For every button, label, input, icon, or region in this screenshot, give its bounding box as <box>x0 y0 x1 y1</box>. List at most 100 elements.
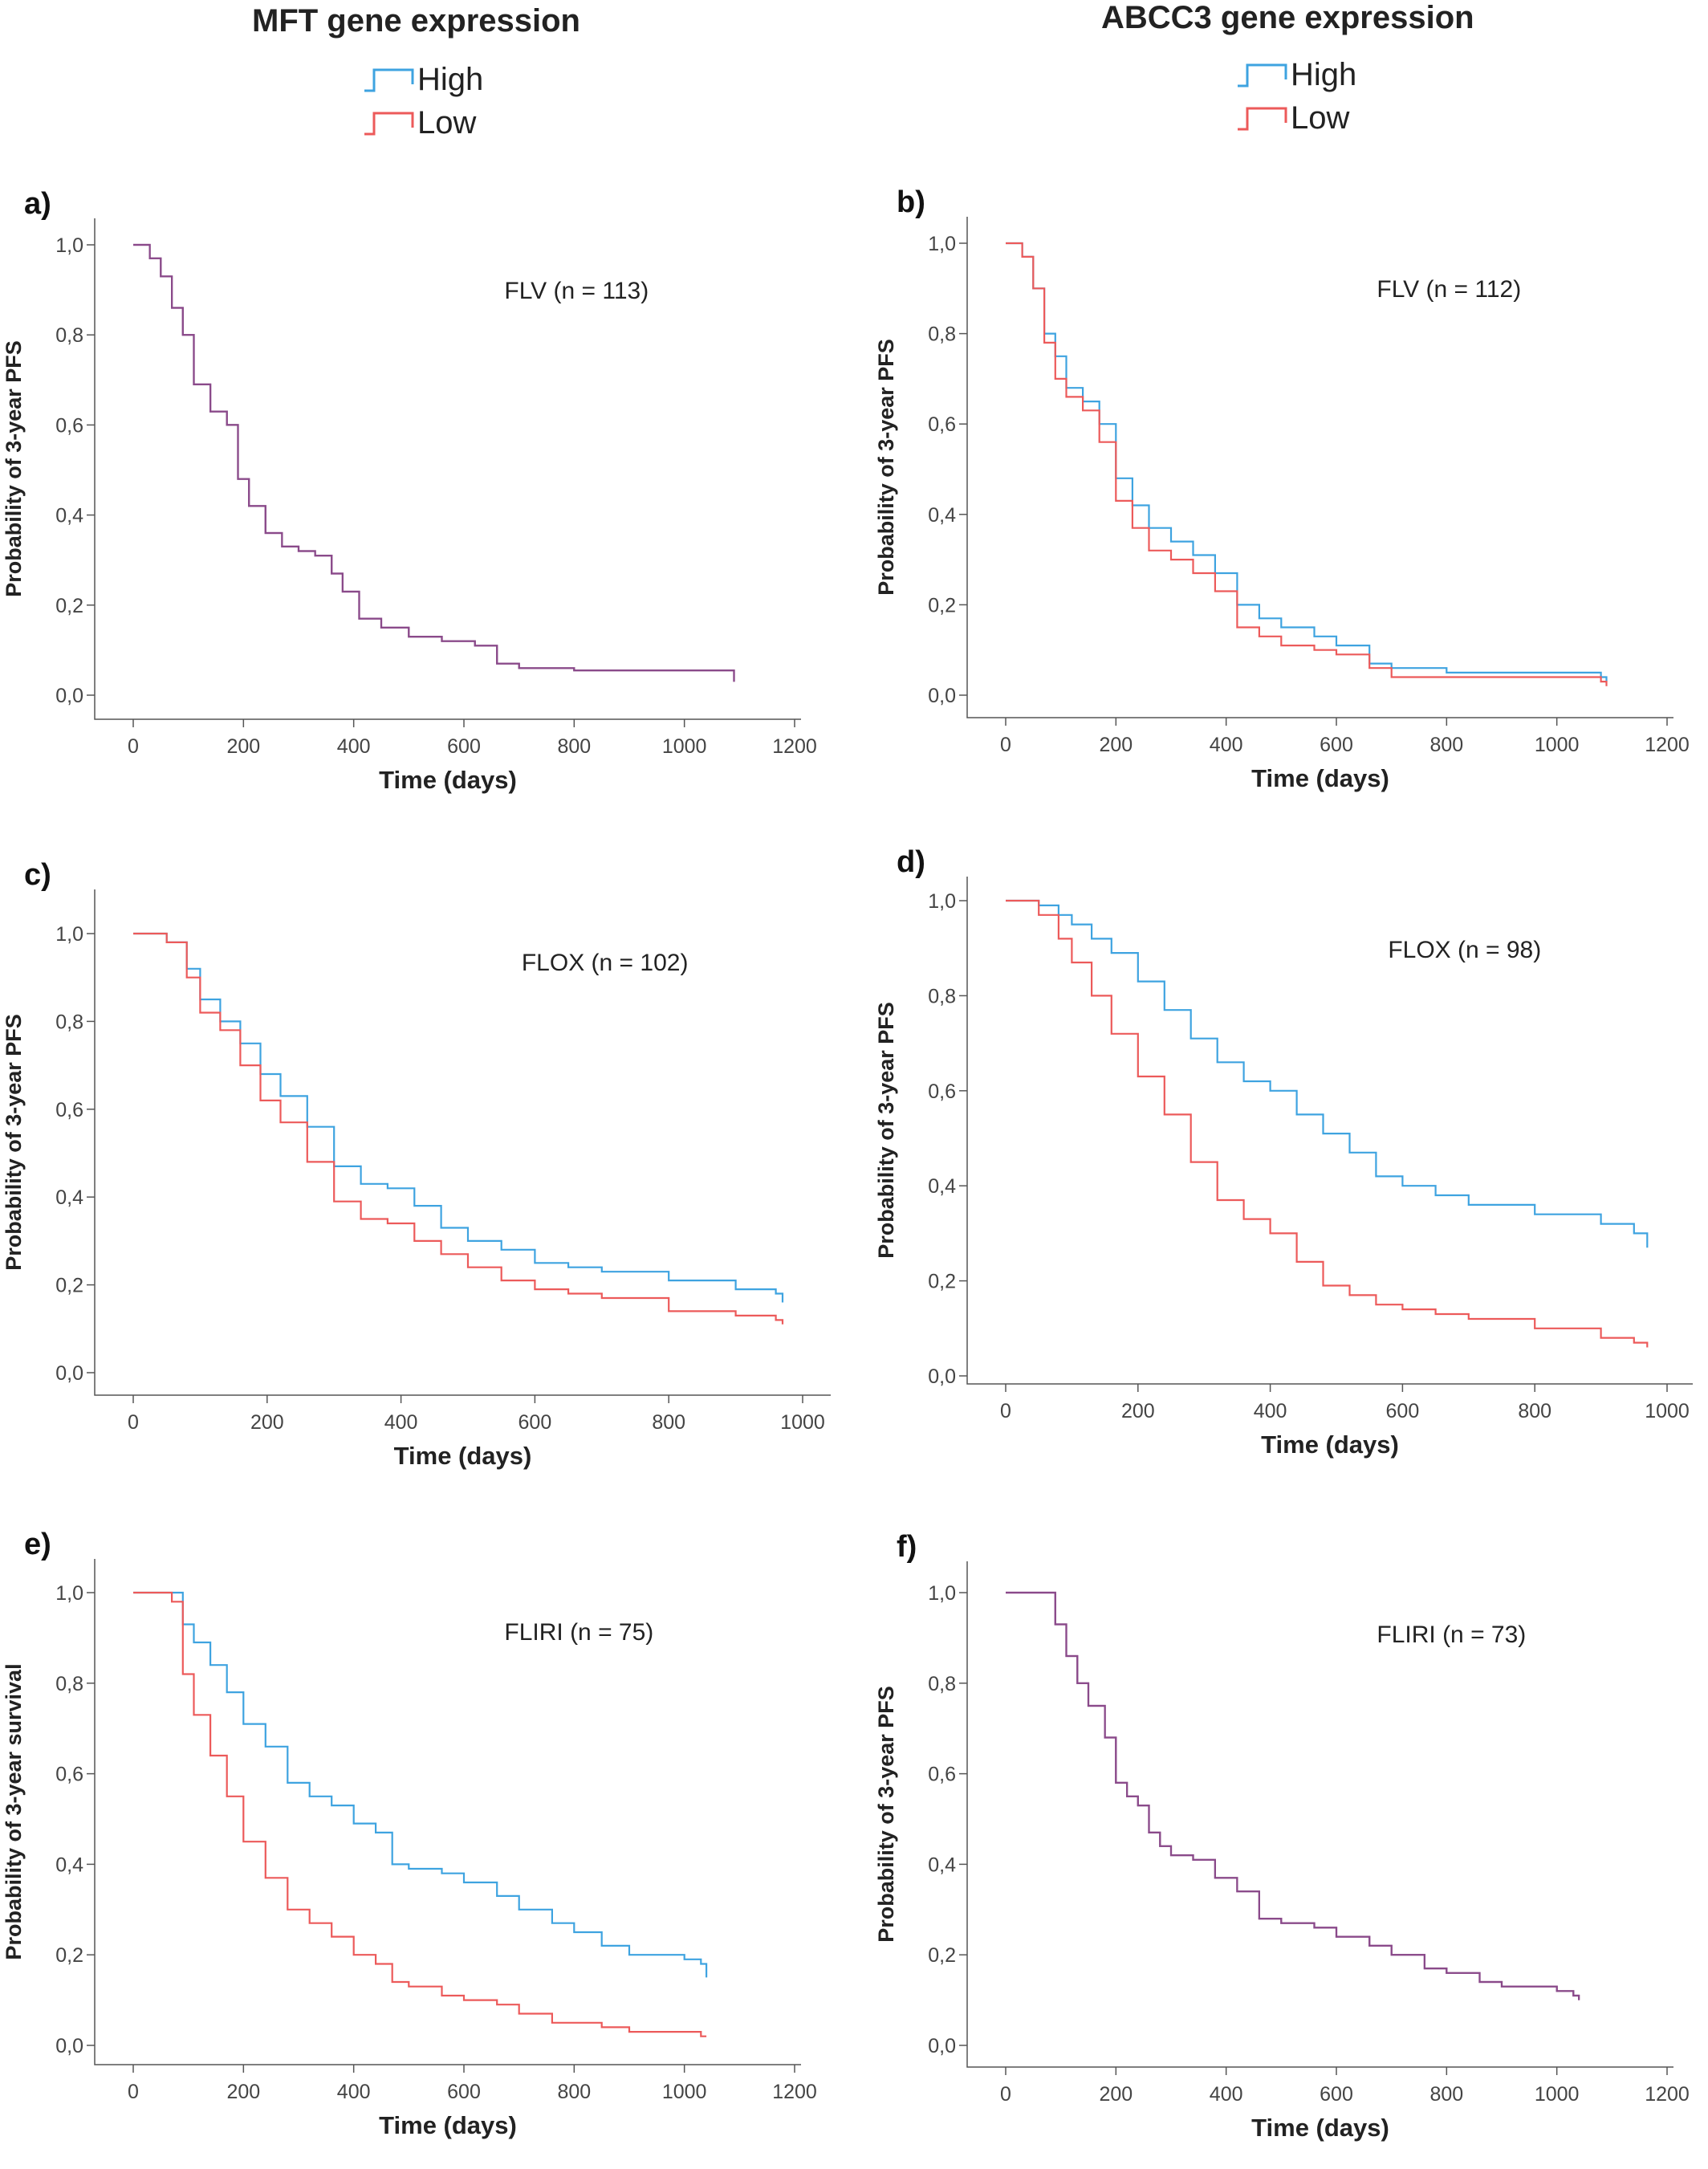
y-tick-label: 1,0 <box>928 890 956 913</box>
km-curve-high <box>1006 242 1608 682</box>
y-tick-label: 0,2 <box>928 594 956 617</box>
x-tick-label: 400 <box>1254 1400 1287 1422</box>
km-chart-a: a) 0,0 0,2 0,4 0,6 0,8 1,0 0 200 400 600 800 1000 120… <box>2 187 817 794</box>
x-tick-label: 400 <box>1210 2083 1243 2106</box>
x-tick-label: 800 <box>652 1411 685 1434</box>
y-axis-label: Probability of 3-year PFS <box>2 340 26 597</box>
x-tick-label: 1000 <box>780 1411 825 1434</box>
axis-lines <box>94 889 831 1396</box>
km-curve-high <box>133 932 784 1303</box>
y-tick-label: 0,2 <box>55 595 83 617</box>
legend-low-symbol <box>364 112 414 136</box>
km-curve-low <box>1006 1591 1580 2000</box>
x-tick-label: 1000 <box>662 735 707 758</box>
x-tick-label: 0 <box>128 2081 139 2103</box>
x-tick-label: 400 <box>337 2081 371 2103</box>
column-title-mft: MFT gene expression <box>252 3 580 39</box>
y-tick-label: 0,8 <box>928 1673 956 1695</box>
x-tick-label: 600 <box>447 2081 481 2103</box>
x-axis-label: Time (days) <box>379 2111 517 2139</box>
km-curve-low <box>1006 242 1608 686</box>
x-tick-label: 1000 <box>1535 2083 1580 2106</box>
y-tick-label: 0,8 <box>928 324 956 346</box>
cohort-annotation: FLV (n = 113) <box>504 278 649 304</box>
y-tick-label: 0,8 <box>55 1673 83 1695</box>
panel-label: b) <box>897 185 925 219</box>
panel-label: d) <box>897 845 925 879</box>
km-curve-high <box>1006 1591 1580 2000</box>
y-tick-label: 0,0 <box>55 2035 83 2057</box>
y-tick-label: 0,8 <box>55 324 83 347</box>
x-tick-label: 600 <box>1320 2083 1353 2106</box>
legend-mft: High Low <box>363 58 483 144</box>
axis-lines <box>966 1561 1673 2068</box>
y-tick-label: 0,4 <box>55 505 83 527</box>
y-axis-label: Probability of 3-year PFS <box>874 339 898 596</box>
x-axis-label: Time (days) <box>394 1442 532 1470</box>
x-axis-label: Time (days) <box>1261 1430 1399 1459</box>
x-tick-label: 200 <box>250 1411 284 1434</box>
legend-item-high: High <box>363 58 483 101</box>
x-tick-label: 0 <box>1000 1400 1011 1422</box>
x-tick-label: 1000 <box>1645 1400 1690 1422</box>
cohort-annotation: FLOX (n = 98) <box>1388 937 1541 963</box>
y-tick-label: 0,2 <box>55 1275 83 1297</box>
legend-item-low: Low <box>1236 96 1356 140</box>
km-chart-d: d) 0,0 0,2 0,4 0,6 0,8 1,0 0 200 400 600 800 1000 Tim… <box>874 845 1693 1459</box>
panel-label: f) <box>897 1530 917 1564</box>
y-tick-label: 0,0 <box>928 685 956 707</box>
legend-low-symbol <box>1238 107 1287 131</box>
y-tick-label: 0,4 <box>55 1186 83 1209</box>
x-tick-label: 200 <box>1121 1400 1155 1422</box>
y-tick-label: 1,0 <box>928 1582 956 1605</box>
km-chart-f: f) 0,0 0,2 0,4 0,6 0,8 1,0 0 200 400 600 800 1000 120… <box>874 1530 1690 2142</box>
x-tick-label: 200 <box>226 735 260 758</box>
y-tick-label: 0,4 <box>928 504 956 527</box>
x-tick-label: 1200 <box>1645 734 1690 756</box>
x-tick-label: 600 <box>1386 1400 1420 1422</box>
y-tick-label: 0,6 <box>928 413 956 436</box>
legend-high-label: High <box>1291 56 1357 92</box>
y-axis-label: Probability of 3-year PFS <box>874 1002 898 1259</box>
legend-item-low: Low <box>363 101 483 144</box>
y-axis-label: Probability of 3-year PFS <box>2 1014 26 1271</box>
y-axis-label: Probability of 3-year survival <box>2 1663 26 1959</box>
x-tick-label: 0 <box>128 1411 139 1434</box>
x-tick-label: 200 <box>1099 734 1133 756</box>
y-tick-label: 1,0 <box>55 1582 83 1605</box>
x-tick-label: 1200 <box>772 735 817 758</box>
column-title-abcc3: ABCC3 gene expression <box>1101 0 1474 35</box>
km-chart-e: e) 0,0 0,2 0,4 0,6 0,8 1,0 0 200 400 600 800 1000 120… <box>2 1528 817 2139</box>
km-chart-b: b) 0,0 0,2 0,4 0,6 0,8 1,0 0 200 400 600 800 1000 120… <box>874 185 1690 792</box>
x-tick-label: 800 <box>1429 2083 1463 2106</box>
x-axis-label: Time (days) <box>1251 2114 1389 2142</box>
y-tick-label: 0,2 <box>928 1944 956 1967</box>
x-tick-label: 1000 <box>662 2081 707 2103</box>
x-tick-label: 400 <box>1210 734 1243 756</box>
x-tick-label: 400 <box>337 735 371 758</box>
cohort-annotation: FLIRI (n = 75) <box>504 1619 653 1646</box>
km-curve-low <box>133 1591 707 2037</box>
x-tick-label: 800 <box>1429 734 1463 756</box>
y-tick-label: 0,8 <box>928 985 956 1007</box>
x-tick-label: 0 <box>1000 734 1011 756</box>
x-tick-label: 0 <box>1000 2083 1011 2106</box>
y-tick-label: 0,0 <box>928 1365 956 1388</box>
axis-lines <box>94 218 801 720</box>
legend-low-label: Low <box>1291 100 1350 136</box>
y-tick-label: 0,4 <box>928 1854 956 1876</box>
legend-high-label: High <box>417 61 484 97</box>
axis-lines <box>94 1559 801 2065</box>
axis-lines <box>966 217 1673 718</box>
y-tick-label: 1,0 <box>55 234 83 257</box>
km-curve-high <box>1006 899 1649 1248</box>
x-tick-label: 1200 <box>1645 2083 1690 2106</box>
panel-label: c) <box>24 858 51 892</box>
y-tick-label: 0,8 <box>55 1011 83 1033</box>
x-axis-label: Time (days) <box>379 766 517 794</box>
x-tick-label: 600 <box>1320 734 1353 756</box>
y-tick-label: 0,2 <box>55 1944 83 1967</box>
x-tick-label: 600 <box>447 735 481 758</box>
legend-low-label: Low <box>417 104 477 140</box>
